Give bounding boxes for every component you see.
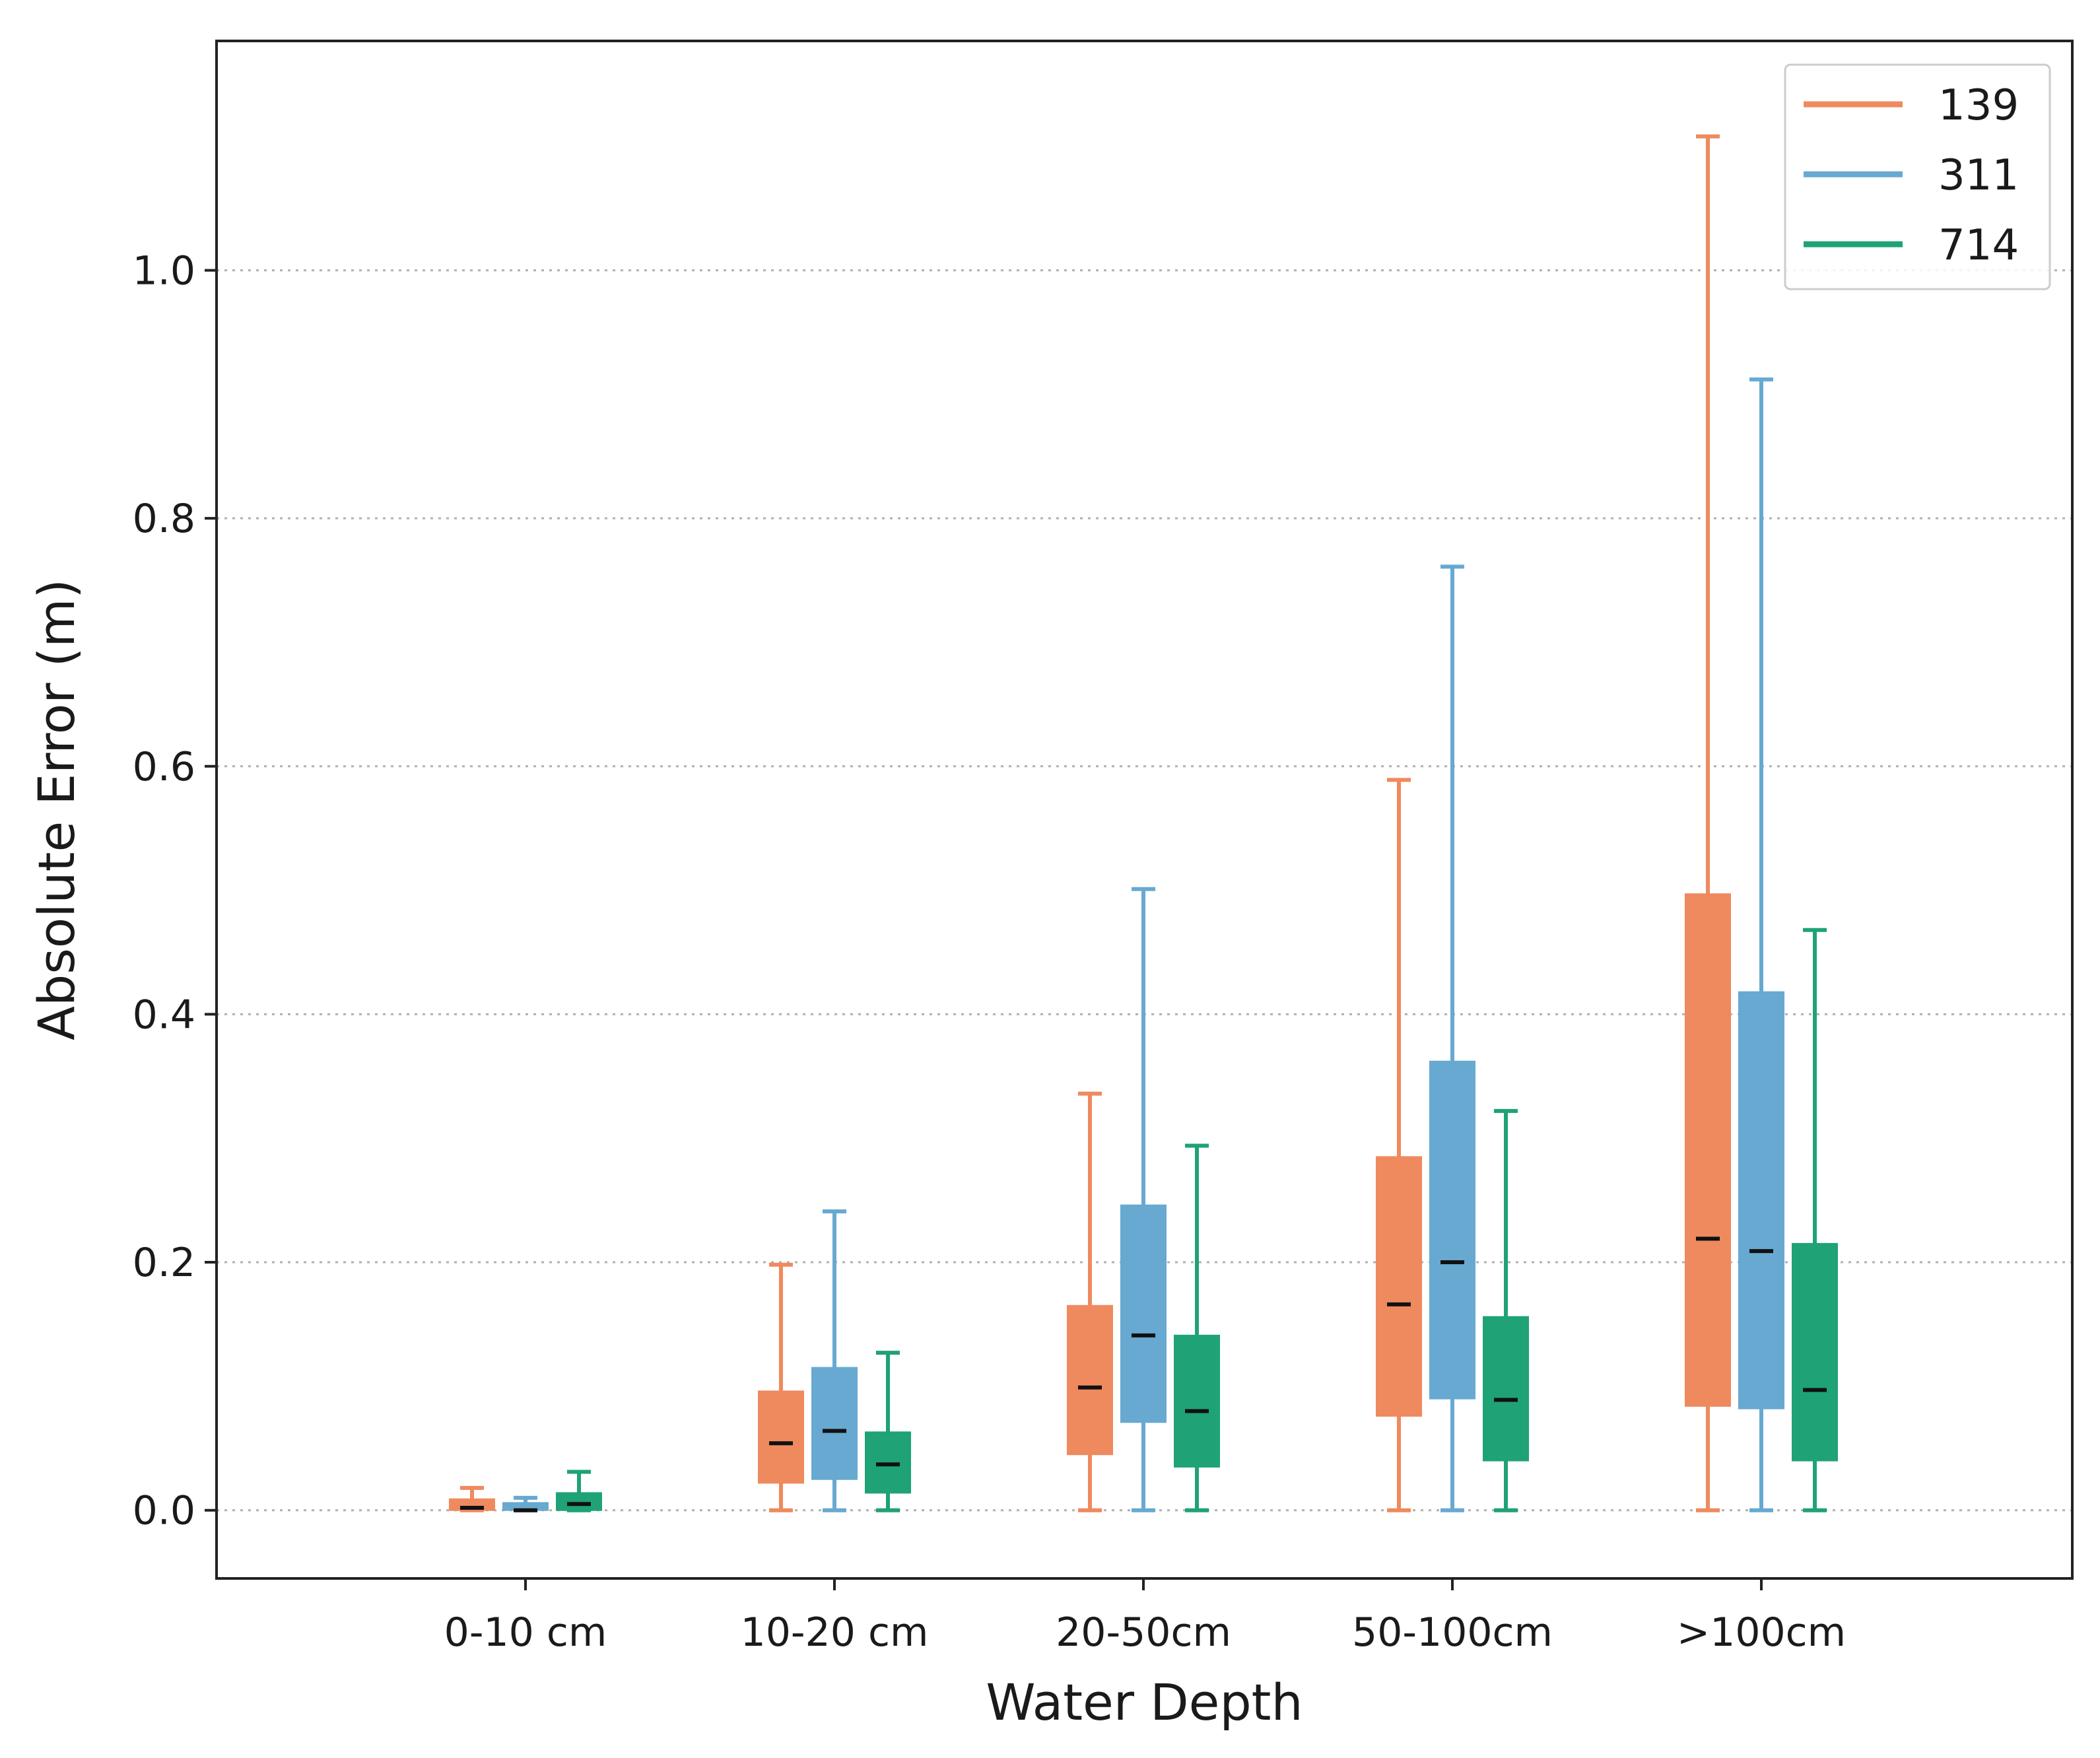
x-axis-title: Water Depth xyxy=(986,1673,1303,1732)
box xyxy=(1483,1316,1529,1462)
y-axis-title: Absolute Error (m) xyxy=(27,579,86,1040)
series-139 xyxy=(449,134,1731,1512)
box xyxy=(1429,1060,1475,1400)
y-tick-label: 0.4 xyxy=(133,992,195,1038)
x-tick-label: 50-100cm xyxy=(1352,1609,1553,1656)
box xyxy=(1067,1304,1113,1456)
box xyxy=(1376,1156,1422,1417)
box xyxy=(1685,893,1731,1407)
x-tick-label: >100cm xyxy=(1677,1609,1846,1656)
x-tick-label: 20-50cm xyxy=(1056,1609,1231,1656)
box-series xyxy=(449,134,1838,1512)
y-tick-label: 0.6 xyxy=(133,744,195,790)
box xyxy=(758,1390,804,1484)
box xyxy=(811,1367,858,1480)
box xyxy=(1120,1204,1167,1423)
box xyxy=(556,1492,602,1511)
series-311 xyxy=(502,377,1784,1512)
box xyxy=(1174,1334,1220,1468)
y-tick-label: 0.2 xyxy=(133,1240,195,1286)
x-tick-label: 10-20 cm xyxy=(741,1609,929,1656)
legend-label-714: 714 xyxy=(1938,221,2019,270)
box xyxy=(1738,991,1784,1409)
legend: 139 311 714 xyxy=(1784,63,2051,290)
legend-frame xyxy=(1784,63,2051,290)
y-tick-label: 0.8 xyxy=(133,496,195,542)
legend-label-139: 139 xyxy=(1938,81,2019,130)
y-tick-label: 0.0 xyxy=(133,1488,195,1534)
box xyxy=(1792,1242,1838,1462)
axes: 0.0 0.2 0.4 0.6 0.8 1.0 0-10 cm 10-20 cm 20-50cm… xyxy=(133,248,1846,1656)
y-tick-label: 1.0 xyxy=(133,248,195,294)
series-714 xyxy=(556,928,1838,1512)
x-tick-label: 0-10 cm xyxy=(444,1609,607,1656)
legend-label-311: 311 xyxy=(1938,151,2019,200)
